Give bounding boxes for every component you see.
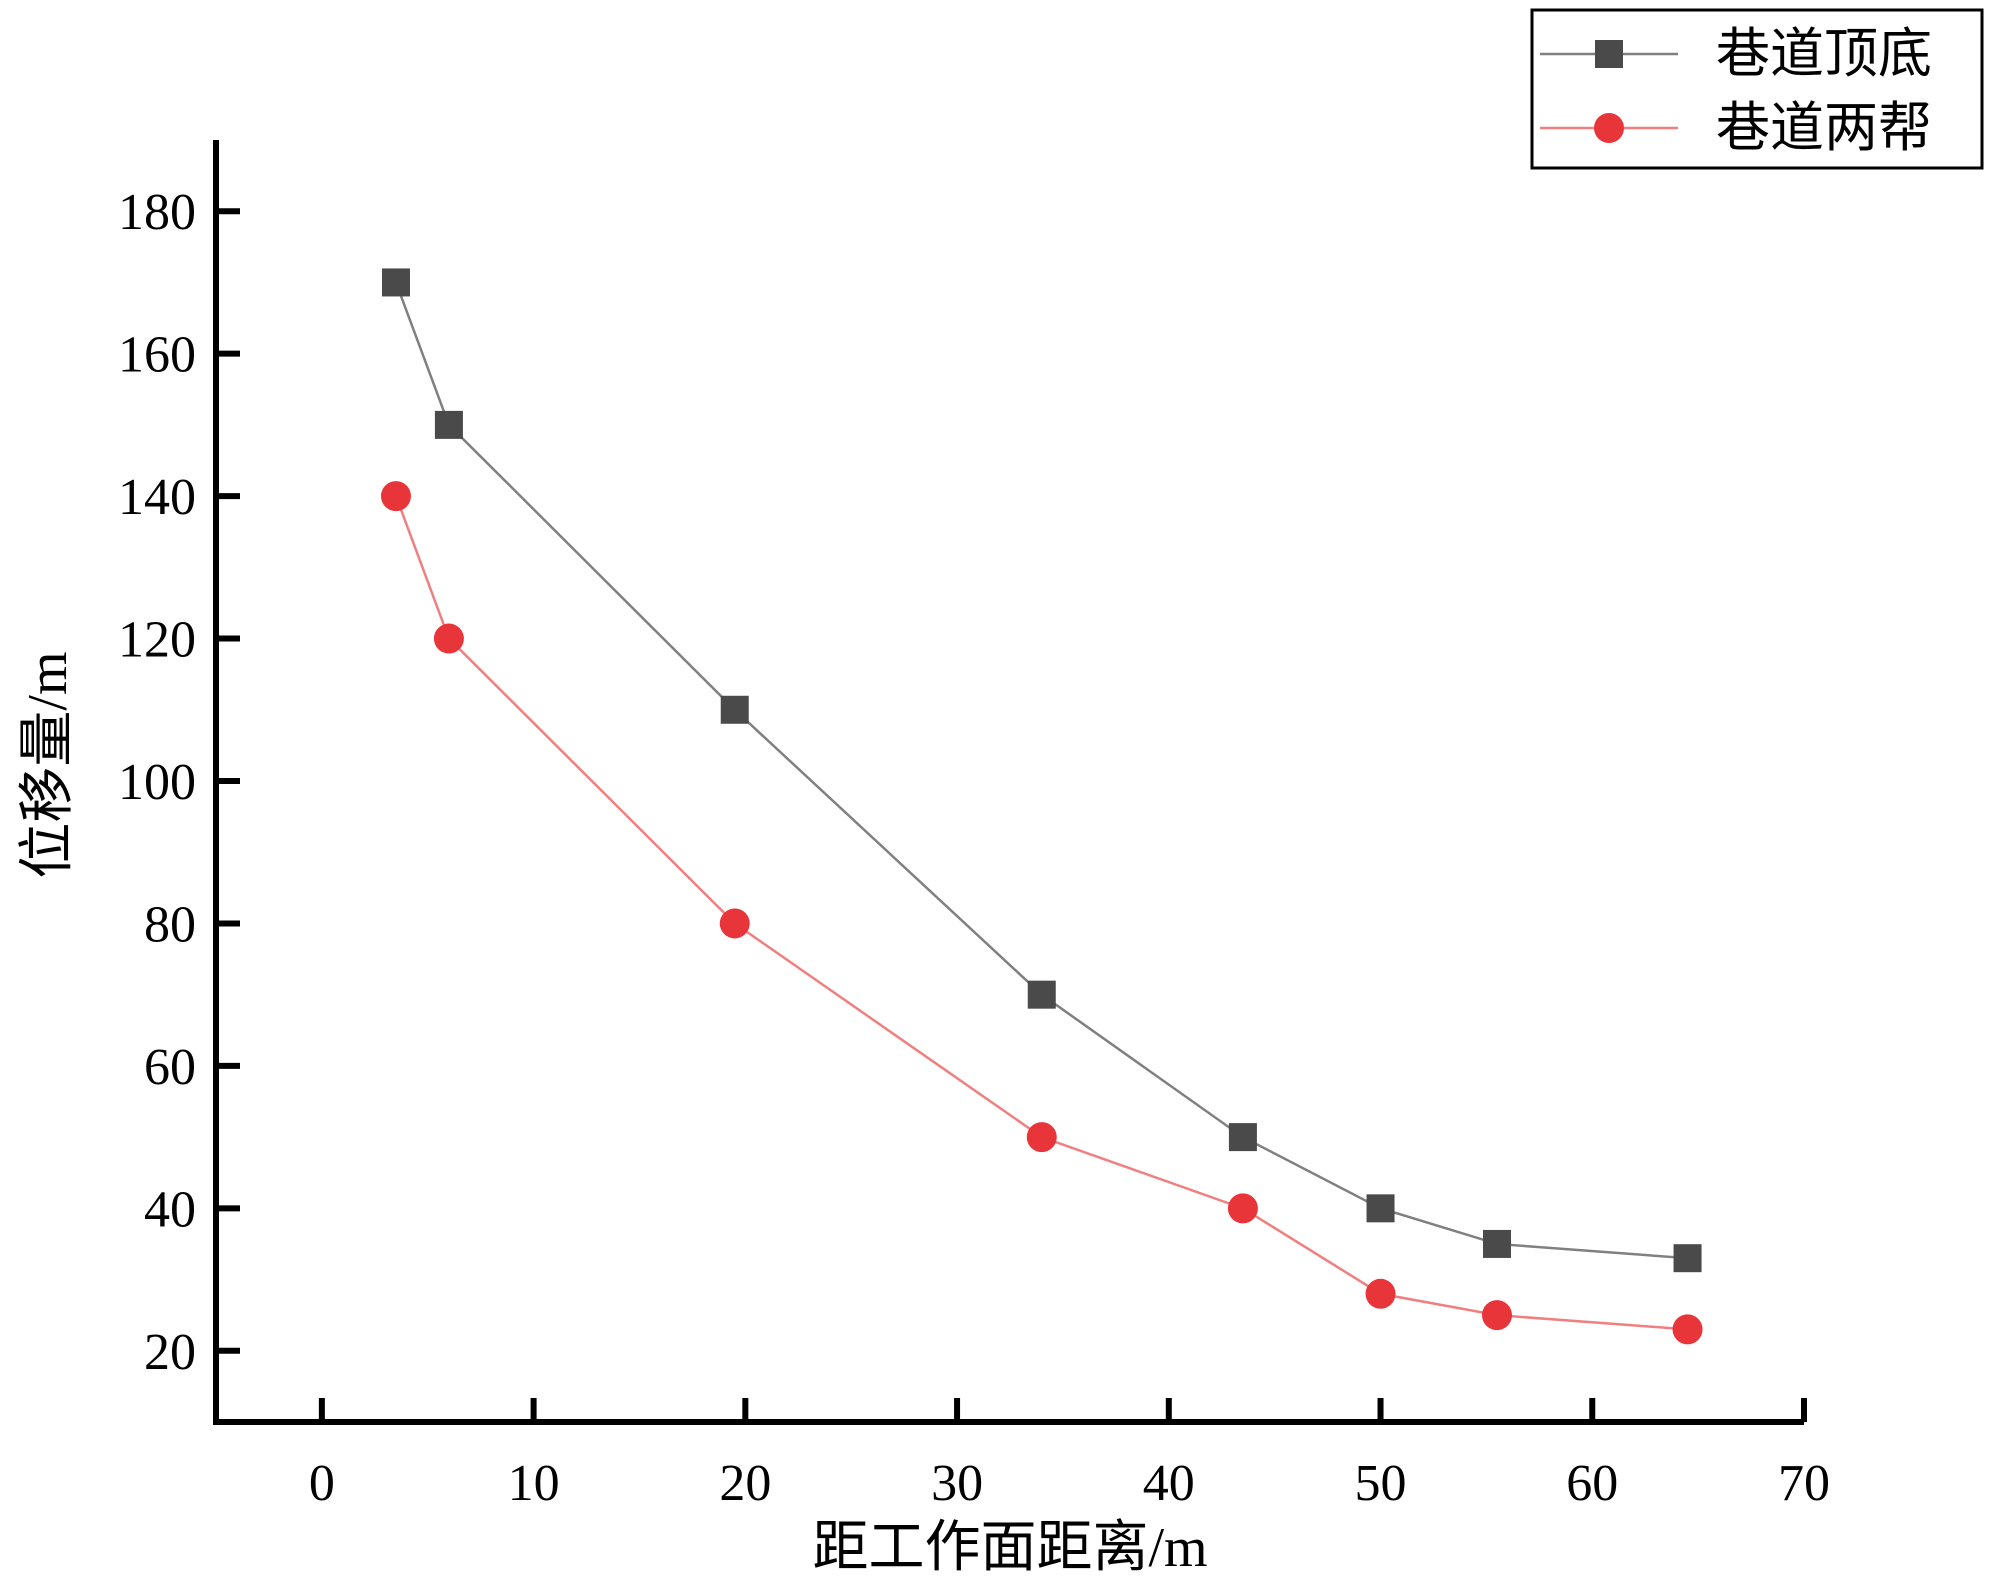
data-point-circle xyxy=(1026,1122,1057,1153)
y-tick-label: 60 xyxy=(144,1039,196,1096)
data-point-square xyxy=(1482,1229,1511,1258)
data-point-square xyxy=(720,695,749,724)
data-point-square xyxy=(1673,1244,1702,1273)
data-point-square xyxy=(1366,1194,1395,1223)
data-point-circle xyxy=(1481,1300,1512,1331)
x-axis-ticks: 0 10 20 30 40 50 60 70 xyxy=(309,1398,1830,1512)
data-point-circle xyxy=(1227,1193,1258,1224)
legend-label: 巷道两帮 xyxy=(1716,98,1932,158)
x-tick-label: 50 xyxy=(1355,1455,1407,1512)
data-point-circle xyxy=(433,623,464,654)
x-tick-label: 60 xyxy=(1566,1455,1618,1512)
y-tick-label: 40 xyxy=(144,1181,196,1238)
y-tick-label: 20 xyxy=(144,1324,196,1381)
legend-label: 巷道顶底 xyxy=(1716,24,1932,84)
data-point-square xyxy=(381,268,410,297)
y-tick-label: 100 xyxy=(118,754,196,811)
series-layer xyxy=(380,268,1703,1345)
x-tick-label: 40 xyxy=(1143,1455,1195,1512)
y-axis-ticks: 20 40 60 80 100 120 140 160 180 xyxy=(118,184,240,1381)
y-tick-label: 120 xyxy=(118,612,196,669)
x-tick-label: 30 xyxy=(931,1455,983,1512)
x-tick-label: 20 xyxy=(719,1455,771,1512)
data-point-square xyxy=(1228,1123,1257,1152)
series-1 xyxy=(381,268,1702,1273)
series-line xyxy=(394,495,1688,1331)
legend-item-2: 巷道两帮 xyxy=(1540,98,1932,158)
data-point-square xyxy=(434,410,463,439)
y-axis-title: 位移量/m xyxy=(17,651,79,878)
x-axis-title: 距工作面距离/m xyxy=(812,1517,1207,1577)
data-point-square xyxy=(1027,980,1056,1009)
legend-item-1: 巷道顶底 xyxy=(1540,24,1932,84)
data-point-circle xyxy=(719,908,750,939)
data-point-circle xyxy=(1365,1278,1396,1309)
y-tick-label: 160 xyxy=(118,327,196,384)
y-tick-label: 80 xyxy=(144,896,196,953)
y-tick-label: 140 xyxy=(118,469,196,526)
data-point-circle xyxy=(380,481,411,512)
legend-marker-circle xyxy=(1594,113,1624,143)
x-tick-label: 70 xyxy=(1778,1455,1830,1512)
data-point-circle xyxy=(1672,1314,1703,1345)
y-tick-label: 180 xyxy=(118,184,196,241)
x-tick-label: 10 xyxy=(508,1455,560,1512)
series-2 xyxy=(380,481,1703,1345)
legend-marker-square xyxy=(1595,40,1623,68)
series-line xyxy=(394,282,1688,1260)
x-tick-label: 0 xyxy=(309,1455,335,1512)
axes xyxy=(213,140,1804,1425)
